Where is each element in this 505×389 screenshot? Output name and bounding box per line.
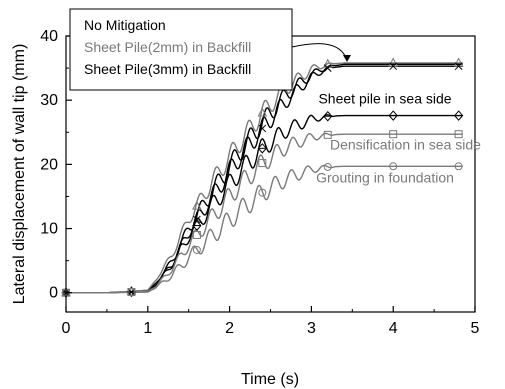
series-2-marker-5 (389, 62, 398, 71)
annotation-2: Grouting in foundation (316, 169, 454, 185)
x-tick-label-0: 0 (62, 320, 71, 337)
series-2-marker-2 (193, 215, 201, 224)
series-4-marker-5 (389, 130, 398, 139)
x-tick-label-1: 1 (143, 320, 152, 337)
y-axis-label: Lateral displacement of wall tip (mm) (11, 44, 28, 305)
series-5-marker-5 (389, 162, 398, 171)
annotation-1: Densification in sea side (330, 137, 481, 153)
y-tick-label-2: 20 (40, 156, 58, 173)
series-3-marker-2 (192, 220, 202, 231)
legend-entry-2: Sheet Pile(3mm) in Backfill (84, 61, 251, 77)
legend-entry-1: Sheet Pile(2mm) in Backfill (84, 39, 251, 55)
series-4-marker-6 (454, 130, 463, 139)
series-3-marker-6 (453, 110, 464, 121)
axis-ticks: 0 1 2 3 4 5 0 10 20 30 40 (40, 28, 479, 337)
series-5-marker-2 (192, 245, 201, 254)
series-2-marker-6 (454, 62, 463, 71)
series-1-marker-2 (192, 200, 202, 210)
series-5-marker-6 (454, 162, 463, 171)
series-3-marker-3 (257, 143, 267, 154)
legend-pointer-arrow (291, 43, 348, 61)
y-tick-label-0: 0 (49, 285, 58, 302)
y-tick-label-1: 10 (40, 221, 58, 238)
legend-pointer-arrowhead (343, 55, 351, 62)
legend-box (69, 8, 293, 91)
legend: No Mitigation Sheet Pile(2mm) in Backfil… (69, 8, 293, 91)
series-3-marker-4 (323, 110, 333, 122)
series-2-marker-4 (323, 64, 332, 72)
series-5-marker-1 (127, 288, 136, 297)
series-4-marker-2 (192, 230, 201, 239)
x-axis-label: Time (s) (241, 371, 299, 388)
marker-group (61, 57, 464, 298)
series-3-marker-5 (388, 110, 398, 121)
series-2-marker-3 (258, 124, 267, 133)
series-4-marker-3 (258, 159, 267, 168)
x-tick-label-4: 4 (389, 320, 398, 337)
y-tick-label-4: 40 (40, 28, 58, 45)
x-tick-label-2: 2 (225, 320, 234, 337)
x-tick-label-5: 5 (471, 320, 480, 337)
x-tick-label-3: 3 (307, 320, 316, 337)
series-4-marker-4 (323, 130, 332, 139)
series-1-marker-4 (322, 58, 333, 68)
annotation-0: Sheet pile in sea side (318, 90, 451, 106)
series-5-marker-4 (323, 162, 332, 171)
y-tick-label-3: 30 (40, 92, 58, 109)
annotation-group: Sheet pile in sea side Densification in s… (316, 90, 481, 185)
legend-entry-0: No Mitigation (84, 17, 166, 33)
series-5-marker-3 (258, 188, 267, 197)
series-line-4 (66, 132, 463, 294)
series-1-marker-3 (257, 107, 268, 117)
